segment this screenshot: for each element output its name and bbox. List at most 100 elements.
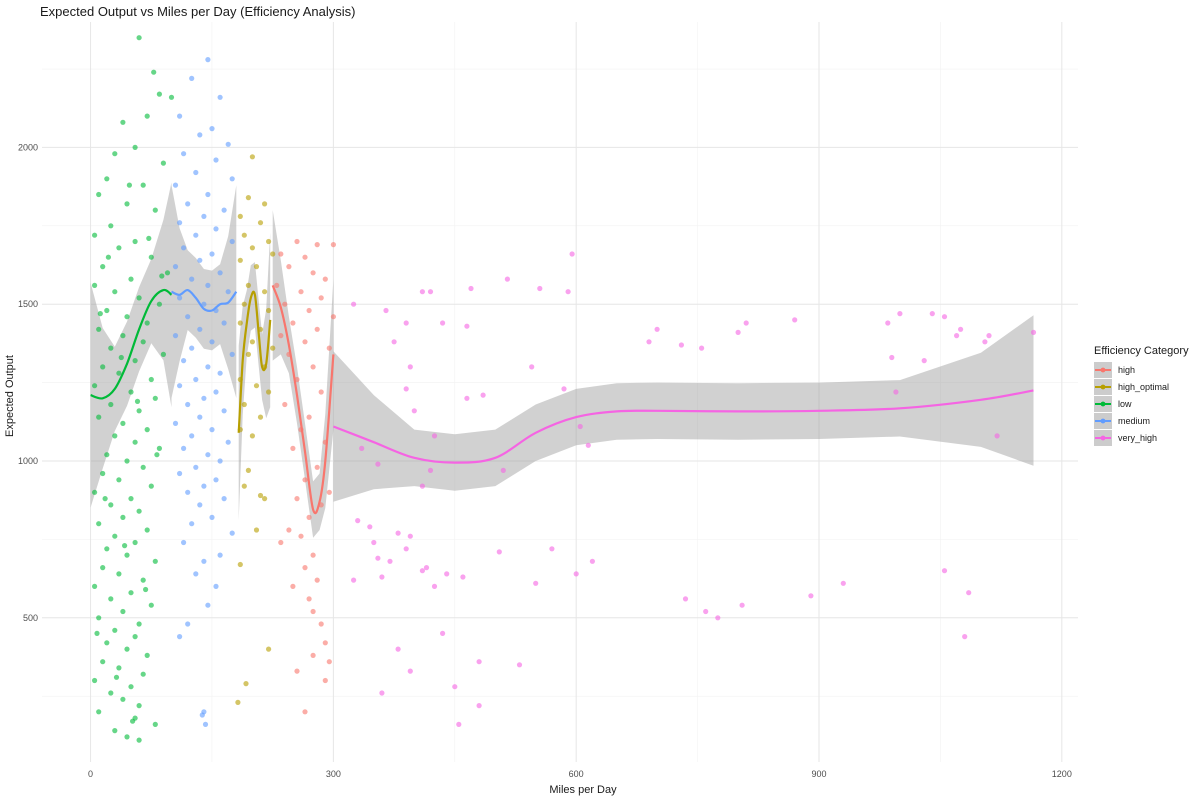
data-point-very_high	[355, 518, 361, 524]
data-point-very_high	[585, 442, 591, 448]
data-point-very_high	[699, 345, 705, 351]
data-point-low	[92, 232, 98, 238]
x-tick-label: 300	[326, 769, 341, 779]
data-point-medium	[217, 94, 223, 100]
data-point-low	[112, 627, 118, 633]
data-point-very_high	[569, 251, 575, 257]
data-point-low	[124, 201, 130, 207]
data-point-medium	[209, 339, 215, 345]
data-point-very_high	[739, 602, 745, 608]
data-point-high_optimal	[241, 401, 247, 408]
data-point-high_optimal	[237, 561, 243, 568]
data-point-low	[96, 615, 102, 621]
data-point-high	[278, 333, 284, 339]
data-point-medium	[229, 351, 235, 357]
data-point-high	[318, 389, 324, 395]
data-point-very_high	[476, 659, 482, 665]
data-point-high	[326, 345, 332, 351]
data-point-high	[322, 677, 328, 684]
data-points	[92, 35, 1037, 743]
data-point-medium	[205, 602, 211, 608]
data-point-very_high	[431, 583, 438, 590]
data-point-low	[104, 452, 110, 458]
confidence-band-very_high	[333, 315, 1034, 502]
data-point-medium	[201, 558, 207, 564]
smooth-line-very_high	[333, 389, 1034, 464]
data-point-medium	[217, 370, 223, 376]
data-point-medium	[202, 721, 209, 728]
data-point-low	[168, 94, 175, 100]
data-point-very_high	[496, 549, 502, 555]
smooth-line-medium	[171, 288, 238, 312]
data-point-medium	[205, 282, 211, 288]
data-point-high_optimal	[253, 527, 260, 533]
data-point-low	[136, 408, 142, 414]
data-point-very_high	[885, 320, 891, 326]
data-point-medium	[185, 314, 191, 320]
data-point-high	[282, 401, 288, 408]
data-point-low	[112, 433, 118, 439]
data-point-high_optimal	[243, 681, 249, 687]
grid-major	[42, 22, 1078, 762]
data-point-high	[310, 608, 316, 615]
data-point-low	[148, 376, 154, 383]
data-point-high	[290, 583, 296, 590]
smooth-lines	[90, 285, 1034, 515]
legend-label-very_high: very_high	[1118, 433, 1157, 443]
legend-label-low: low	[1118, 399, 1132, 409]
data-point-medium	[217, 552, 223, 558]
data-point-very_high	[500, 467, 506, 473]
data-point-very_high	[391, 339, 397, 345]
legend-label-high: high	[1118, 365, 1135, 375]
data-point-very_high	[986, 333, 992, 339]
x-tick-label: 0	[88, 769, 93, 779]
data-point-low	[156, 91, 162, 97]
data-point-low	[108, 401, 114, 408]
legend-title: Efficiency Category	[1094, 345, 1189, 357]
data-point-very_high	[654, 326, 660, 332]
data-point-low	[122, 543, 128, 549]
confidence-bands	[90, 182, 1034, 538]
data-point-very_high	[407, 364, 413, 370]
data-point-very_high	[840, 580, 846, 586]
data-point-medium	[181, 445, 187, 451]
data-point-very_high	[395, 646, 401, 652]
legend-key-point-medium	[1100, 418, 1106, 424]
data-point-high	[278, 539, 284, 546]
data-point-high_optimal	[249, 154, 255, 160]
data-point-very_high	[423, 565, 430, 571]
data-point-very_high	[351, 301, 357, 307]
data-point-low	[94, 630, 100, 637]
data-point-low	[140, 464, 146, 470]
data-point-very_high	[921, 358, 927, 364]
data-point-low	[144, 652, 150, 659]
data-point-high_optimal	[245, 351, 251, 357]
data-point-medium	[201, 213, 207, 219]
data-point-medium	[213, 157, 219, 163]
data-point-very_high	[452, 684, 458, 690]
data-point-medium	[217, 458, 223, 464]
data-point-medium	[201, 395, 207, 401]
data-point-medium	[172, 420, 179, 426]
data-point-low	[116, 477, 122, 483]
data-point-medium	[197, 257, 203, 263]
data-point-high_optimal	[270, 251, 276, 257]
data-point-high_optimal	[237, 257, 243, 263]
data-point-high	[302, 477, 308, 483]
data-point-medium	[177, 634, 183, 640]
data-point-low	[116, 571, 122, 577]
data-point-low	[136, 703, 142, 709]
data-point-very_high	[573, 571, 579, 577]
data-point-high_optimal	[245, 195, 251, 201]
legend-label-high_optimal: high_optimal	[1118, 382, 1169, 392]
data-point-high	[294, 238, 300, 245]
data-point-low	[96, 414, 102, 420]
data-point-medium	[197, 132, 203, 138]
data-point-medium	[221, 408, 227, 414]
data-point-medium	[177, 295, 183, 301]
data-point-low	[143, 586, 149, 593]
data-point-very_high	[792, 317, 798, 323]
data-point-high	[286, 264, 292, 270]
legend-key-point-very_high	[1100, 435, 1106, 441]
